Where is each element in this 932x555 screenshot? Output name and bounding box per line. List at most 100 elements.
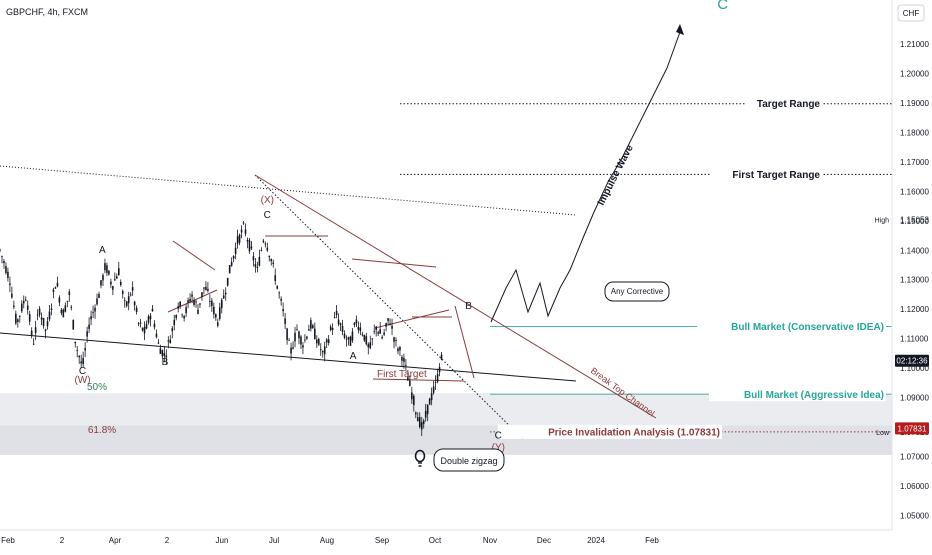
- candle-body: [333, 317, 336, 318]
- candle-body: [38, 308, 41, 315]
- candle-body: [131, 287, 134, 291]
- candle-body: [90, 316, 92, 320]
- double-zigzag-label: Double zigzag: [440, 456, 497, 466]
- symbol-header: GBPCHF, 4h, FXCM: [6, 7, 89, 17]
- candle-body: [367, 344, 370, 348]
- candle-body: [116, 276, 118, 279]
- candle-body: [54, 287, 57, 289]
- candle-body: [112, 286, 114, 290]
- y-tick-label: 1.05000: [900, 511, 929, 520]
- candle-body: [209, 301, 211, 303]
- candle-body: [211, 300, 213, 307]
- candle-body: [440, 354, 443, 360]
- candle-body: [218, 307, 221, 319]
- candle-body: [123, 300, 126, 301]
- candle-body: [294, 332, 296, 342]
- candle-body: [351, 331, 354, 341]
- candle-body: [306, 336, 308, 339]
- candle-body: [143, 326, 146, 334]
- y-tick-label: 1.17000: [900, 158, 929, 167]
- lightbulb-glass: [414, 449, 426, 463]
- candle-body: [418, 417, 421, 427]
- candle-body: [337, 319, 340, 325]
- stat-label: Low: [876, 430, 890, 437]
- candle-body: [139, 322, 142, 324]
- candle-body: [270, 258, 273, 262]
- candle-body: [26, 305, 29, 310]
- y-tick-label: 1.06000: [900, 482, 929, 491]
- level-label: First Target Range: [732, 170, 820, 181]
- candle-body: [96, 298, 98, 305]
- candle-body: [7, 271, 9, 278]
- candle-body: [30, 330, 33, 336]
- candle-body: [118, 268, 120, 276]
- candle-body: [341, 325, 344, 333]
- candle-body: [266, 247, 269, 251]
- x-tick-label: Sep: [375, 536, 390, 545]
- trendline: [167, 289, 218, 313]
- trendline: [372, 378, 465, 382]
- candle-body: [213, 306, 215, 315]
- time-axis-bg: [0, 530, 932, 550]
- currency-label: CHF: [903, 9, 920, 18]
- candle-body: [82, 358, 84, 365]
- wave-label: C: [264, 210, 271, 221]
- y-tick-label: 1.21000: [900, 40, 929, 49]
- candle-body: [236, 236, 239, 244]
- candle-body: [217, 322, 219, 326]
- candle-body: [426, 404, 429, 415]
- candle-body: [377, 332, 379, 334]
- trendline: [374, 309, 450, 329]
- candle-body: [420, 422, 423, 430]
- stat-label: High: [875, 217, 890, 224]
- y-tick-label: 1.16000: [900, 187, 929, 196]
- candle-body: [272, 262, 275, 264]
- candle-body: [149, 315, 152, 320]
- candle-body: [155, 333, 158, 337]
- candle-body: [185, 307, 187, 314]
- candle-body: [203, 287, 205, 289]
- candle-body: [331, 328, 334, 330]
- candle-body: [312, 325, 314, 328]
- wave-label: B: [465, 301, 472, 312]
- wave-label: C: [717, 0, 728, 13]
- candle-body: [284, 318, 286, 324]
- candle-body: [159, 348, 162, 354]
- candle-body: [80, 361, 82, 364]
- level-label: Target Range: [757, 99, 821, 110]
- candle-body: [397, 348, 399, 352]
- current-tag-text: 1.07831: [898, 424, 927, 433]
- candle-body: [407, 377, 409, 381]
- candle-body: [403, 357, 405, 362]
- candle-body: [175, 315, 178, 318]
- candle-body: [48, 311, 51, 320]
- candle-body: [167, 340, 170, 342]
- trendline: [172, 240, 216, 271]
- y-tick-label: 1.11000: [900, 335, 929, 344]
- y-tick-label: 1.13000: [900, 276, 929, 285]
- candle-body: [250, 246, 253, 249]
- candle-body: [353, 322, 356, 325]
- candle-body: [286, 328, 288, 341]
- level-label-bg: [697, 319, 886, 334]
- candle-body: [215, 314, 217, 318]
- arrow-head: [676, 24, 684, 35]
- x-tick-label: Jul: [269, 536, 279, 545]
- candle-body: [369, 342, 372, 349]
- trendline: [254, 174, 657, 419]
- candle-body: [78, 355, 80, 358]
- candle-body: [13, 305, 15, 308]
- candle-body: [11, 293, 13, 298]
- x-tick-label: Feb: [1, 536, 15, 545]
- candle-body: [36, 314, 39, 316]
- candle-body: [20, 303, 23, 312]
- candle-body: [373, 331, 376, 333]
- candle-body: [197, 309, 199, 314]
- level-label: Bull Market (Aggressive Idea): [744, 390, 884, 401]
- candle-body: [242, 222, 245, 224]
- candle-body: [405, 364, 407, 366]
- candle-body: [389, 323, 391, 325]
- candle-body: [127, 296, 130, 304]
- candle-body: [137, 323, 140, 324]
